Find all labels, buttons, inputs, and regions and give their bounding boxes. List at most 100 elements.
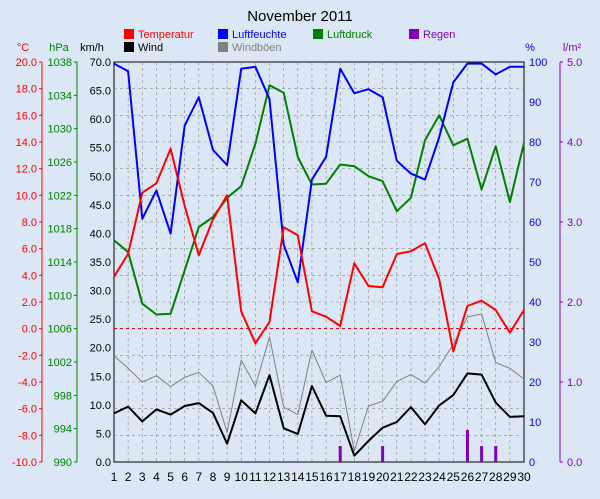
axis-unit-pressure: hPa [49, 42, 69, 54]
x-tick-label: 21 [390, 470, 404, 484]
x-tick-label: 22 [404, 470, 418, 484]
axis-unit-wind: km/h [80, 42, 104, 54]
x-tick-label: 24 [432, 470, 446, 484]
y-tick-label-wind: 60.0 [90, 114, 111, 126]
plot-area [113, 61, 525, 463]
x-tick-label: 8 [210, 470, 217, 484]
y-tick-label-temp: 10.0 [16, 190, 37, 202]
y-tick-label-rain: 1.0 [567, 377, 582, 389]
y-tick-label-rain: 4.0 [567, 137, 582, 149]
x-tick-label: 6 [181, 470, 188, 484]
y-tick-label-wind: 5.0 [96, 428, 111, 440]
y-tick-label-temp: -10.0 [12, 457, 37, 469]
y-tick-label-humidity: 100 [529, 57, 547, 69]
legend-label: Regen [423, 29, 455, 41]
y-tick-label-temp: -2.0 [18, 350, 37, 362]
y-tick-label-humidity: 90 [529, 97, 541, 109]
x-tick-label: 18 [348, 470, 362, 484]
series-line-temperatur [113, 147, 525, 353]
y-tick-label-temp: 14.0 [16, 137, 37, 149]
y-tick-label-pressure: 1002 [48, 357, 72, 369]
x-tick-label: 7 [195, 470, 202, 484]
y-tick-label-pressure: 994 [54, 424, 72, 436]
rain-bars [338, 430, 498, 462]
x-tick-label: 10 [235, 470, 249, 484]
x-tick-label: 13 [277, 470, 291, 484]
series-line-luftdruck [113, 84, 525, 316]
legend-label: Temperatur [138, 29, 194, 41]
y-tick-label-wind: 55.0 [90, 143, 111, 155]
y-tick-label-temp: -8.0 [18, 430, 37, 442]
y-tick-label-pressure: 1010 [48, 290, 72, 302]
y-tick-label-wind: 25.0 [90, 314, 111, 326]
y-tick-label-rain: 5.0 [567, 57, 582, 69]
y-tick-label-humidity: 20 [529, 377, 541, 389]
y-tick-label-temp: 8.0 [22, 217, 37, 229]
legend-swatch [218, 42, 228, 52]
y-tick-label-temp: 0.0 [22, 324, 37, 336]
legend-swatch [218, 29, 228, 39]
y-tick-label-humidity: 0 [529, 457, 535, 469]
y-tick-label-pressure: 1014 [48, 257, 72, 269]
x-tick-label: 4 [153, 470, 160, 484]
legend-label: Luftfeuchte [232, 29, 286, 41]
y-tick-label-humidity: 40 [529, 297, 541, 309]
legend-swatch [124, 29, 134, 39]
x-tick-label: 26 [461, 470, 475, 484]
x-tick-label: 23 [418, 470, 432, 484]
y-tick-label-humidity: 50 [529, 257, 541, 269]
x-tick-label: 25 [447, 470, 461, 484]
chart-title: November 2011 [247, 8, 353, 25]
y-tick-label-wind: 40.0 [90, 228, 111, 240]
y-tick-label-wind: 70.0 [90, 57, 111, 69]
y-tick-label-temp: -4.0 [18, 377, 37, 389]
x-tick-label: 5 [167, 470, 174, 484]
y-tick-label-temp: 4.0 [22, 270, 37, 282]
y-tick-label-temp: 12.0 [16, 164, 37, 176]
y-tick-label-pressure: 1006 [48, 324, 72, 336]
legend: Temperatur Luftfeuchte Luftdruck Regen Wind W… [124, 29, 455, 54]
y-tick-label-pressure: 990 [54, 457, 72, 469]
x-tick-label: 12 [263, 470, 277, 484]
axis-unit-temp: °C [17, 42, 29, 54]
y-tick-label-wind: 50.0 [90, 171, 111, 183]
y-tick-label-wind: 35.0 [90, 257, 111, 269]
y-tick-label-humidity: 60 [529, 217, 541, 229]
y-tick-label-wind: 20.0 [90, 343, 111, 355]
y-tick-label-temp: 6.0 [22, 244, 37, 256]
series-line-luftfeuchte [113, 62, 524, 284]
y-tick-label-temp: 16.0 [16, 110, 37, 122]
x-tick-label: 1 [111, 470, 118, 484]
series-line-windb-en [113, 313, 525, 452]
x-tick-label: 14 [291, 470, 305, 484]
y-tick-label-pressure: 1030 [48, 124, 72, 136]
x-tick-label: 11 [249, 470, 262, 484]
y-tick-label-pressure: 1022 [48, 190, 72, 202]
series-line-wind [113, 372, 525, 457]
y-tick-label-humidity: 10 [529, 417, 541, 429]
x-tick-label: 16 [319, 470, 333, 484]
legend-label: Windböen [232, 42, 282, 54]
y-tick-label-wind: 65.0 [90, 86, 111, 98]
x-tick-label: 2 [125, 470, 132, 484]
axis-unit-rain: l/m² [563, 42, 582, 54]
x-tick-label: 15 [305, 470, 319, 484]
y-tick-label-humidity: 70 [529, 177, 541, 189]
y-tick-label-pressure: 1026 [48, 157, 72, 169]
y-tick-label-humidity: 30 [529, 337, 541, 349]
x-tick-label: 27 [475, 470, 489, 484]
y-tick-label-wind: 0.0 [96, 457, 111, 469]
y-tick-label-pressure: 998 [54, 390, 72, 402]
x-tick-label: 19 [362, 470, 376, 484]
x-tick-label: 20 [376, 470, 390, 484]
y-tick-label-temp: 20.0 [16, 57, 37, 69]
legend-label: Wind [138, 42, 163, 54]
y-tick-label-wind: 45.0 [90, 200, 111, 212]
y-tick-label-wind: 30.0 [90, 286, 111, 298]
legend-swatch [409, 29, 419, 39]
y-tick-label-rain: 3.0 [567, 217, 582, 229]
legend-swatch [313, 29, 323, 39]
x-tick-label: 17 [334, 470, 348, 484]
legend-label: Luftdruck [327, 29, 373, 41]
